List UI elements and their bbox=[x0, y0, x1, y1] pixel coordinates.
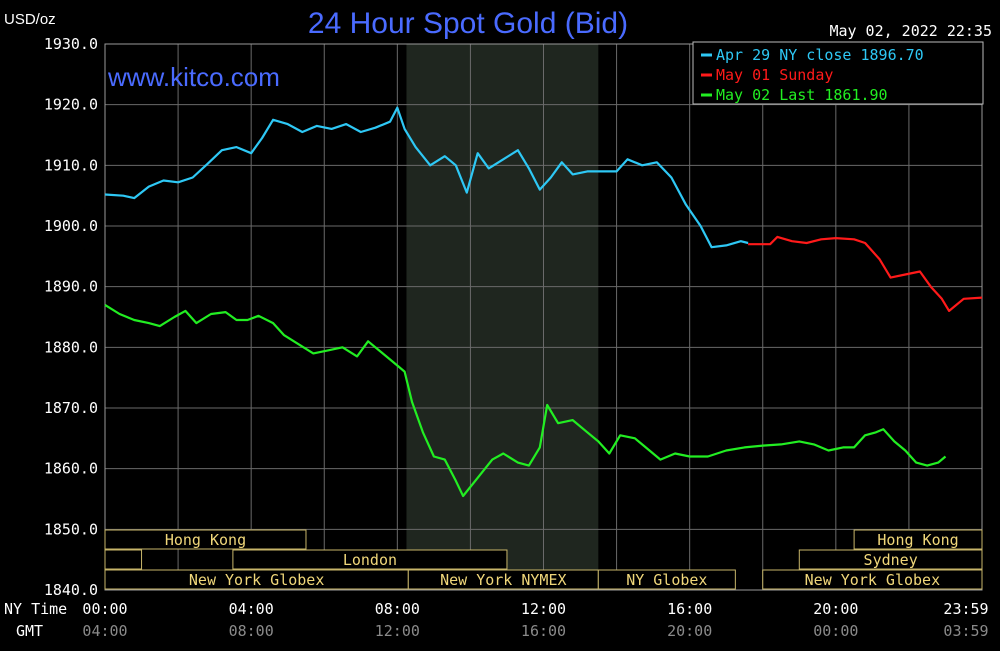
legend-label: Apr 29 NY close 1896.70 bbox=[716, 46, 924, 64]
x-tick-ny: 04:00 bbox=[229, 600, 274, 618]
timestamp: May 02, 2022 22:35 bbox=[829, 22, 992, 40]
chart-title: 24 Hour Spot Gold (Bid) bbox=[308, 7, 628, 40]
y-tick-label: 1920.0 bbox=[44, 96, 98, 114]
y-tick-label: 1930.0 bbox=[44, 35, 98, 53]
session-bar bbox=[798, 549, 983, 570]
session-label: NY Globex bbox=[626, 571, 707, 589]
x-tick-ny: 08:00 bbox=[375, 600, 420, 618]
x-tick-ny: 12:00 bbox=[521, 600, 566, 618]
session-label: London bbox=[343, 551, 397, 569]
y-tick-label: 1850.0 bbox=[44, 520, 98, 538]
session-bar bbox=[762, 569, 983, 590]
x-label-ny: NY Time bbox=[4, 600, 67, 618]
x-label-gmt: GMT bbox=[16, 622, 43, 640]
x-tick-gmt: 20:00 bbox=[667, 622, 712, 640]
y-tick-label: 1860.0 bbox=[44, 460, 98, 478]
nymex-shade bbox=[406, 44, 599, 590]
x-tick-ny: 20:00 bbox=[813, 600, 858, 618]
session-bar bbox=[104, 549, 143, 570]
y-tick-label: 1840.0 bbox=[44, 581, 98, 599]
y-tick-label: 1870.0 bbox=[44, 399, 98, 417]
session-label: Hong Kong bbox=[877, 531, 958, 549]
x-tick-gmt: 16:00 bbox=[521, 622, 566, 640]
y-tick-label: 1890.0 bbox=[44, 278, 98, 296]
x-tick-gmt: 12:00 bbox=[375, 622, 420, 640]
x-tick-gmt: 04:00 bbox=[82, 622, 127, 640]
y-tick-label: 1880.0 bbox=[44, 338, 98, 356]
x-tick-ny: 00:00 bbox=[82, 600, 127, 618]
session-bar bbox=[853, 529, 983, 550]
x-tick-gmt: 03:59 bbox=[943, 622, 988, 640]
session-bar bbox=[597, 569, 736, 590]
unit-label: USD/oz bbox=[4, 11, 56, 28]
session-label: Hong Kong bbox=[165, 531, 246, 549]
session-label: New York NYMEX bbox=[440, 571, 566, 589]
series-line bbox=[104, 303, 947, 498]
legend-label: May 02 Last 1861.90 bbox=[716, 86, 888, 104]
session-label: New York Globex bbox=[805, 571, 940, 589]
watermark: www.kitco.com bbox=[107, 62, 280, 92]
session-label: New York Globex bbox=[189, 571, 324, 589]
session-bar bbox=[232, 549, 508, 570]
y-tick-label: 1910.0 bbox=[44, 156, 98, 174]
legend-label: May 01 Sunday bbox=[716, 66, 833, 84]
x-tick-ny: 23:59 bbox=[943, 600, 988, 618]
series-line bbox=[104, 106, 749, 249]
legend-box bbox=[692, 41, 984, 105]
legend: Apr 29 NY close 1896.70 May 01 Sunday May … bbox=[692, 41, 984, 105]
y-tick-label: 1900.0 bbox=[44, 217, 98, 235]
x-tick-ny: 16:00 bbox=[667, 600, 712, 618]
session-label: Sydney bbox=[864, 551, 918, 569]
series-line bbox=[748, 235, 983, 312]
x-tick-gmt: 00:00 bbox=[813, 622, 858, 640]
session-bar bbox=[104, 529, 307, 550]
x-tick-gmt: 08:00 bbox=[229, 622, 274, 640]
plot-border bbox=[104, 43, 983, 591]
